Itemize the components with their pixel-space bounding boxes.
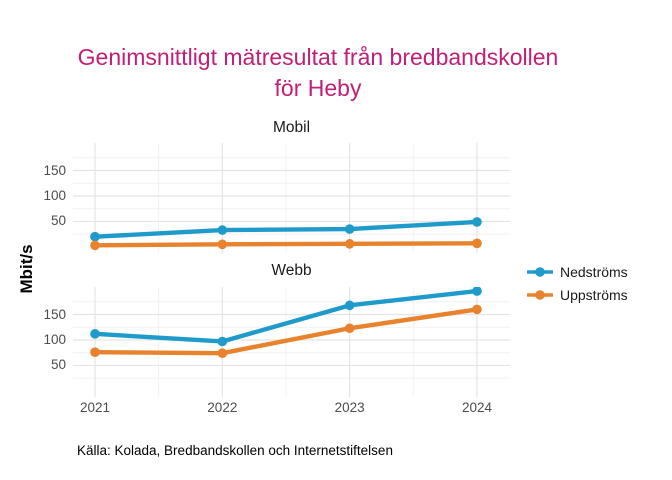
chart-title-line1: Genimsnittligt mätresultat från bredband… [77, 44, 559, 70]
y-tick-label-webb-150: 150 [43, 306, 66, 322]
webb-plot-area [73, 286, 510, 397]
facet-strip-webb: Webb [271, 262, 312, 279]
x-tick-label-2024: 2024 [461, 400, 492, 415]
y-tick-label-webb-100: 100 [43, 331, 66, 347]
legend-item-nedstroms: Nedströms [527, 260, 628, 283]
facet-strip-mobil: Mobil [272, 119, 311, 136]
mobil-plot-area [73, 143, 510, 253]
legend-label-nedstroms: Nedströms [560, 263, 628, 280]
y-tick-label-webb-50: 50 [50, 357, 66, 373]
nedstroms-line-icon [527, 266, 553, 277]
facet-panel-webb [73, 286, 510, 397]
y-axis-title: Mbit/s [17, 244, 36, 294]
x-tick-label-2021: 2021 [79, 400, 111, 415]
uppstroms-line-icon [527, 289, 553, 300]
legend-item-uppstroms: Uppströms [527, 283, 628, 306]
legend: Nedströms Uppströms [527, 260, 628, 306]
facet-panel-mobil [73, 143, 510, 253]
source-caption: Källa: Kolada, Bredbandskollen och Inter… [77, 443, 393, 458]
y-tick-label-mobil-100: 100 [43, 187, 66, 203]
chart-title: Genimsnittligt mätresultat från bredband… [0, 42, 636, 104]
x-tick-label-2022: 2022 [207, 400, 238, 415]
x-tick-label-2023: 2023 [334, 400, 365, 415]
y-tick-label-mobil-150: 150 [43, 162, 66, 178]
chart-title-line2: för Heby [274, 75, 362, 101]
legend-label-uppstroms: Uppströms [560, 286, 628, 303]
y-tick-label-mobil-50: 50 [50, 213, 66, 229]
